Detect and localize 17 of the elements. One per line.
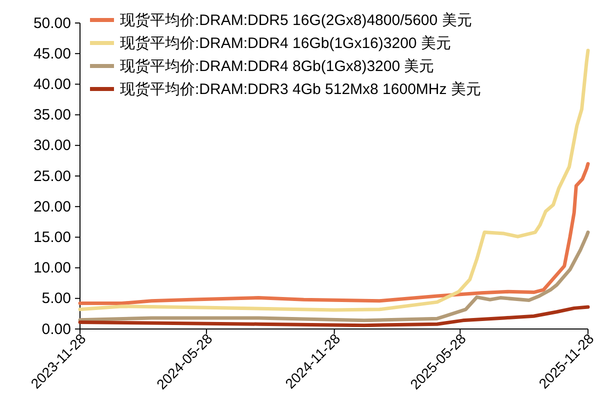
legend-label: 现货平均价:DRAM:DDR5 16G(2Gx8)4800/5600 美元 bbox=[120, 12, 472, 29]
y-tick-label: 30.00 bbox=[33, 137, 71, 154]
y-tick-label: 50.00 bbox=[33, 14, 71, 32]
y-tick-label: 45.00 bbox=[33, 45, 71, 62]
legend-label: 现货平均价:DRAM:DDR3 4Gb 512Mx8 1600MHz 美元 bbox=[120, 81, 481, 98]
legend-label: 现货平均价:DRAM:DDR4 16Gb(1Gx16)3200 美元 bbox=[120, 35, 451, 52]
y-tick-label: 15.00 bbox=[33, 229, 71, 246]
line-series bbox=[78, 162, 590, 306]
line-series bbox=[78, 230, 590, 322]
y-tick-label: 20.00 bbox=[33, 198, 71, 216]
y-tick-label: 35.00 bbox=[33, 106, 71, 124]
y-tick-label: 25.00 bbox=[33, 168, 71, 185]
y-tick-label: 0.00 bbox=[42, 320, 71, 338]
y-tick-label: 40.00 bbox=[33, 76, 71, 93]
y-tick-label: 5.00 bbox=[42, 290, 71, 308]
legend-label: 现货平均价:DRAM:DDR4 8Gb(1Gx8)3200 美元 bbox=[120, 58, 434, 75]
y-tick-label: 10.00 bbox=[33, 260, 71, 277]
